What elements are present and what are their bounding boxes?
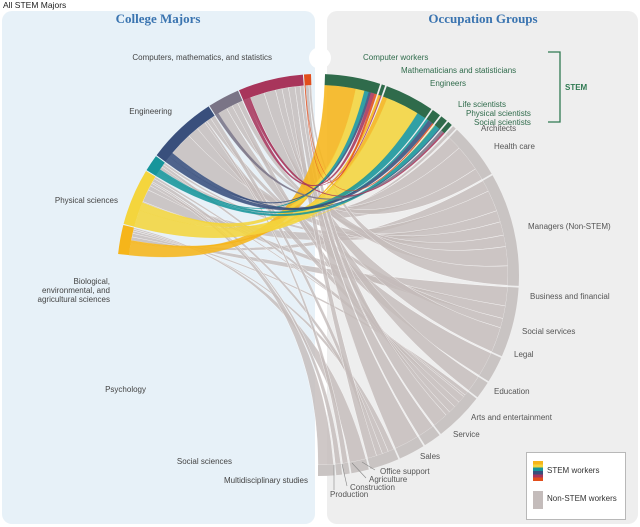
occupation-arc-business[interactable] <box>491 286 519 357</box>
occupation-label-social_services: Social services <box>522 327 575 336</box>
occupation-arc-phys_sci[interactable] <box>434 116 447 130</box>
major-label-biological: Biological, environmental, and agricultura… <box>38 277 110 304</box>
occupation-label-office_support: Office support <box>380 467 430 476</box>
legend: STEM workers Non-STEM workers <box>526 452 626 520</box>
occupation-arc-math_stat[interactable] <box>378 84 386 96</box>
occupation-label-soc_sci: Social scientists <box>474 118 531 127</box>
ribbons <box>128 84 509 466</box>
occupation-arc-education[interactable] <box>434 391 477 435</box>
arcs <box>118 74 519 476</box>
occupation-label-health_care: Health care <box>494 142 535 151</box>
occupation-arc-service[interactable] <box>395 436 424 459</box>
major-arc-engineering[interactable] <box>123 170 156 227</box>
major-arc-psychology[interactable] <box>209 90 243 116</box>
ribbon-multidisciplinary-to-managers <box>308 84 509 286</box>
occupation-groups-title: Occupation Groups <box>428 11 537 26</box>
major-arc-physical[interactable] <box>146 156 165 176</box>
occupation-label-math_stat: Mathematicians and statisticians <box>401 66 516 75</box>
occupation-label-education: Education <box>494 387 530 396</box>
occupation-arc-construction[interactable] <box>335 463 343 476</box>
page-label: All STEM Majors <box>3 0 67 10</box>
occupation-arc-social_services[interactable] <box>479 353 502 382</box>
panel-notch <box>309 47 331 69</box>
occupation-label-legal: Legal <box>514 350 534 359</box>
occupation-arc-engineers[interactable] <box>383 86 432 119</box>
occupation-label-business: Business and financial <box>530 292 610 301</box>
ribbon-physical-to-managers <box>163 162 501 240</box>
occupation-label-engineers: Engineers <box>430 79 466 88</box>
major-arc-social[interactable] <box>238 74 304 101</box>
occupation-arc-office_support[interactable] <box>349 458 369 474</box>
occupation-label-construction: Construction <box>350 483 395 492</box>
occupation-label-computer_workers: Computer workers <box>363 53 428 62</box>
major-arc-biological[interactable] <box>156 106 215 162</box>
leader-line-construction <box>341 463 348 487</box>
occupation-label-agriculture: Agriculture <box>369 475 408 484</box>
stem-bracket-label: STEM <box>565 83 588 92</box>
occupation-arc-managers[interactable] <box>482 175 519 286</box>
occupation-label-managers: Managers (Non-STEM) <box>528 222 611 231</box>
major-label-engineering: Engineering <box>129 107 172 116</box>
legend-non-stem-label: Non-STEM workers <box>547 494 617 503</box>
occupation-label-architects: Architects <box>481 124 516 133</box>
occupation-label-phys_sci: Physical scientists <box>466 109 531 118</box>
occupation-arc-legal[interactable] <box>468 376 488 398</box>
occupation-arc-agriculture[interactable] <box>342 462 350 475</box>
major-label-social: Social sciences <box>177 457 232 466</box>
major-label-multidisciplinary: Multidisciplinary studies <box>224 476 308 485</box>
occupation-label-production: Production <box>330 490 368 499</box>
occupation-arc-arts[interactable] <box>419 426 440 446</box>
occupation-arc-production[interactable] <box>318 464 335 476</box>
leader-line-office_support <box>361 461 376 471</box>
major-label-physical: Physical sciences <box>55 196 118 205</box>
occupation-arc-health_care[interactable] <box>449 129 492 180</box>
legend-stem-label: STEM workers <box>547 466 600 475</box>
occupation-arc-life_sci[interactable] <box>426 110 440 124</box>
major-arc-multidisciplinary[interactable] <box>303 74 312 86</box>
occupation-arc-computer_workers[interactable] <box>324 74 381 95</box>
major-label-computers: Computers, mathematics, and statistics <box>132 53 272 62</box>
major-label-psychology: Psychology <box>105 385 146 394</box>
labels: Computers, mathematics, and statistics En… <box>38 53 612 499</box>
college-majors-title: College Majors <box>116 11 201 26</box>
ribbon-computers-to-office_support <box>133 227 367 463</box>
occupation-label-sales: Sales <box>420 452 440 461</box>
major-arc-computers[interactable] <box>118 224 134 256</box>
ribbon-psychology-to-education <box>231 102 456 413</box>
occupation-label-life_sci: Life scientists <box>458 100 506 109</box>
legend-stem-swatch <box>533 461 543 481</box>
leader-line-agriculture <box>351 462 367 479</box>
occupation-arc-architects[interactable] <box>445 126 456 137</box>
ribbon-social-to-computer_workers <box>243 92 375 187</box>
legend-non-stem-swatch <box>533 491 543 509</box>
occupation-arc-soc_sci[interactable] <box>441 121 452 134</box>
stem-bracket <box>548 51 561 123</box>
occupation-arc-sales[interactable] <box>367 449 399 470</box>
occupation-label-service: Service <box>453 430 480 439</box>
occupation-label-arts: Arts and entertainment <box>471 413 553 422</box>
